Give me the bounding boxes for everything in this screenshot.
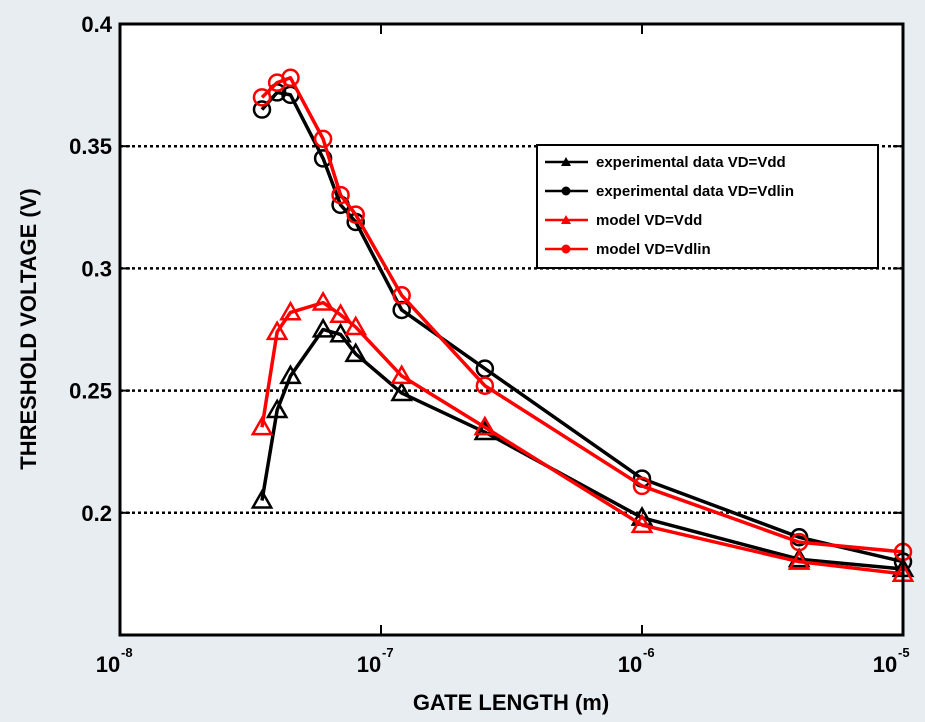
data-point [390,364,414,385]
data-point [252,100,272,119]
legend-box [536,144,879,269]
x-tick-exponent: -6 [643,645,655,660]
y-tick-label: 0.4 [81,12,112,37]
series-layer [250,68,915,583]
data-point [787,549,811,570]
legend-marker [561,186,571,196]
legend-label: experimental data VD=Vdd [596,154,786,171]
legend-entry: model VD=Vdlin [545,241,711,258]
data-point [789,532,809,552]
data-point [279,364,302,385]
y-tick-label: 0.35 [69,134,112,159]
plot-area [120,24,903,635]
y-tick-label: 0.3 [81,256,112,281]
x-tick-labels: 10 -8 10 -7 10 -6 10 -5 [96,645,910,677]
series-line [260,327,904,571]
data-point [344,315,368,336]
plot-frame [118,22,905,637]
legend-label: experimental data VD=Vdlin [596,183,794,200]
legend-label: model VD=Vdd [596,212,702,229]
y-tick-labels: 0.2 0.25 0.3 0.35 0.4 [69,12,113,526]
legend-entry: experimental data VD=Vdlin [545,183,794,200]
data-point [313,149,333,168]
data-point [473,415,497,436]
legend-marker [561,157,571,166]
series-line [260,76,904,554]
data-point [265,398,289,419]
data-point [390,381,414,402]
legend-entry: experimental data VD=Vdd [545,154,786,171]
data-point [392,286,411,305]
data-point [789,527,809,547]
legend-marker [561,215,571,224]
y-tick-label: 0.2 [81,501,112,526]
data-point [346,205,365,224]
y-tick-label: 0.25 [69,379,112,404]
data-point [329,322,352,343]
x-tick-base: 10 [357,652,381,677]
legend-label: model VD=Vdlin [596,241,711,258]
data-point [329,303,352,323]
data-point [311,290,335,311]
x-tick-exponent: -8 [121,645,133,660]
data-point [265,320,289,341]
legend-marker [561,244,571,254]
x-tick-exponent: -7 [382,645,394,660]
grid-lines [120,144,903,515]
x-tick-label: 10 -5 [873,645,910,677]
legend: experimental data VD=Vdd experimental dat… [536,144,879,269]
series-2 [250,290,915,583]
data-point [630,513,654,534]
x-tick-label: 10 -6 [618,645,655,677]
data-point [250,488,274,509]
x-axis-title: GATE LENGTH (m) [413,690,609,715]
x-tick-exponent: -5 [898,645,910,660]
data-point [279,300,302,321]
x-tick-label: 10 -7 [357,645,394,677]
x-tick-label: 10 -8 [96,645,133,677]
data-point [392,300,411,320]
data-point [331,185,350,205]
legend-entry: model VD=Vdd [545,212,702,229]
x-tick-base: 10 [873,652,897,677]
y-axis-title: THRESHOLD VOLTAGE (V) [16,188,41,470]
data-point [632,476,652,496]
axis-ticks [119,23,904,635]
data-point [475,376,495,395]
x-tick-base: 10 [618,652,642,677]
data-point [313,129,333,149]
data-point [311,317,335,338]
data-point [252,88,272,107]
x-tick-base: 10 [96,652,120,677]
data-point [344,342,368,363]
data-point [281,68,300,88]
data-point [250,415,274,436]
